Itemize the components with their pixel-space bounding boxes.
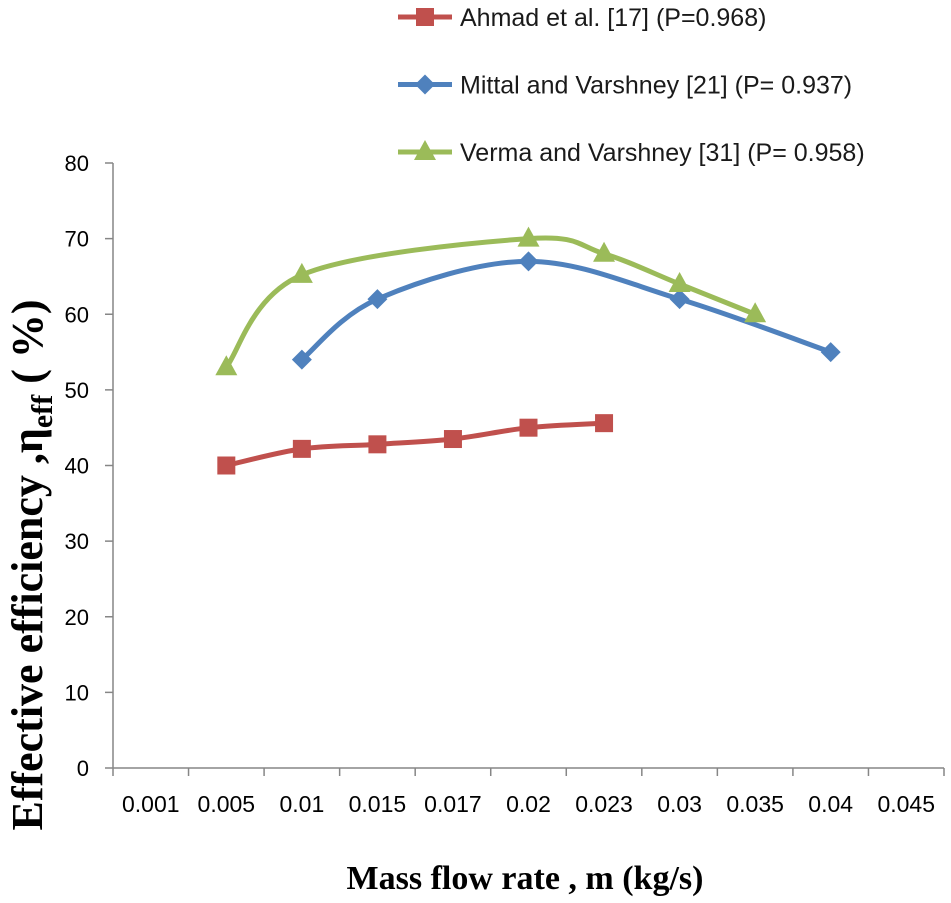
y-tick-label: 50 xyxy=(65,378,89,403)
legend-label: Ahmad et al. [17] (P=0.968) xyxy=(460,4,766,32)
y-tick-label: 20 xyxy=(65,605,89,630)
y-tick-label: 30 xyxy=(65,529,89,554)
data-point-ahmad-0-01 xyxy=(292,439,311,458)
legend-item-verma: Verma and Varshney [31] (P= 0.958) xyxy=(398,139,865,167)
legend-marker-triangle xyxy=(414,140,436,160)
series-mittal xyxy=(291,251,841,370)
x-tick-label: 0.023 xyxy=(575,791,633,817)
y-axis-title-main: Effective efficiency ,η xyxy=(3,428,52,830)
data-point-mittal-0-02 xyxy=(518,251,539,272)
y-tick-label: 80 xyxy=(65,151,89,176)
data-point-mittal-0-015 xyxy=(367,289,388,310)
series-ahmad xyxy=(217,414,614,475)
x-tick-label: 0.017 xyxy=(424,791,482,817)
data-point-ahmad-0-017 xyxy=(443,430,462,449)
x-tick-label: 0.04 xyxy=(808,791,853,817)
legend-marker-square xyxy=(416,8,434,26)
data-point-ahmad-0-005 xyxy=(217,456,236,475)
x-tick-label: 0.045 xyxy=(877,791,935,817)
legend-item-mittal: Mittal and Varshney [21] (P= 0.937) xyxy=(398,72,852,100)
x-tick-label: 0.001 xyxy=(122,791,180,817)
legend-label: Verma and Varshney [31] (P= 0.958) xyxy=(460,139,865,167)
y-tick-label: 0 xyxy=(77,756,89,781)
series-line-ahmad xyxy=(223,420,607,468)
series-verma xyxy=(215,226,767,376)
x-tick-label: 0.005 xyxy=(198,791,256,817)
data-point-verma-0-02 xyxy=(517,226,540,247)
x-tick-label: 0.035 xyxy=(726,791,784,817)
y-axis-title: Effective efficiency ,ηeff ( %) xyxy=(3,299,59,830)
y-tick-label: 40 xyxy=(65,454,89,479)
legend: Ahmad et al. [17] (P=0.968) Mittal and Va… xyxy=(398,4,865,167)
data-point-mittal-0-01 xyxy=(291,349,312,370)
data-point-ahmad-0-02 xyxy=(519,418,538,437)
data-point-ahmad-0-015 xyxy=(368,435,387,454)
data-point-verma-0-005 xyxy=(215,355,238,376)
y-tick-label: 70 xyxy=(65,227,89,252)
legend-label: Mittal and Varshney [21] (P= 0.937) xyxy=(460,72,852,100)
legend-item-ahmad: Ahmad et al. [17] (P=0.968) xyxy=(398,4,766,32)
y-axis-title-suffix: ( %) xyxy=(3,299,52,394)
data-point-mittal-0-04 xyxy=(820,342,841,363)
data-point-mittal-0-03 xyxy=(669,289,690,310)
x-tick-label: 0.015 xyxy=(349,791,407,817)
x-axis-title: Mass flow rate , m (kg/s) xyxy=(347,860,704,897)
y-axis-title-subscript: eff xyxy=(26,394,59,428)
data-point-verma-0-023 xyxy=(593,241,616,262)
y-tick-label: 60 xyxy=(65,302,89,327)
data-point-ahmad-0-023 xyxy=(595,414,614,433)
plot-area xyxy=(215,226,841,475)
data-point-verma-0-035 xyxy=(744,302,767,323)
y-tick-label: 10 xyxy=(65,680,89,705)
x-tick-label: 0.03 xyxy=(657,791,702,817)
legend-marker-diamond xyxy=(415,74,435,95)
x-tick-label: 0.01 xyxy=(279,791,324,817)
data-point-verma-0-01 xyxy=(290,262,313,283)
y-axis: 0 10 20 30 40 50 60 70 80 xyxy=(65,151,114,781)
data-point-verma-0-03 xyxy=(668,272,691,292)
x-axis: 0.001 0.005 0.01 0.015 0.017 0.02 0.023 0.03 0.0… xyxy=(112,767,945,817)
x-tick-label: 0.02 xyxy=(506,791,551,817)
